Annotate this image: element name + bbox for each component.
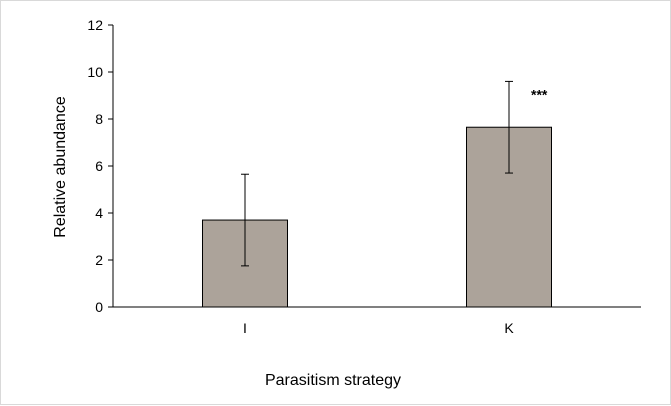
y-tick-label: 10 <box>87 64 103 80</box>
bars <box>202 126 552 308</box>
y-tick-label: 6 <box>95 158 103 174</box>
y-tick-label: 12 <box>87 17 103 33</box>
error-bar-I <box>241 173 249 267</box>
error-bars <box>241 80 513 267</box>
x-tick-label: K <box>504 320 514 336</box>
significance-label: *** <box>531 86 548 102</box>
y-tick-label: 0 <box>95 299 103 315</box>
y-axis-ticks: 0 2 4 6 8 10 12 <box>87 17 113 315</box>
y-tick-label: 4 <box>95 205 103 221</box>
error-bar-K <box>505 80 513 174</box>
annotations: *** <box>531 86 548 102</box>
y-axis-title: Relative abundance <box>52 96 69 238</box>
x-axis-title: Parasitism strategy <box>265 372 401 389</box>
x-tick-label: I <box>243 320 247 336</box>
y-tick-label: 2 <box>95 252 103 268</box>
y-tick-label: 8 <box>95 111 103 127</box>
